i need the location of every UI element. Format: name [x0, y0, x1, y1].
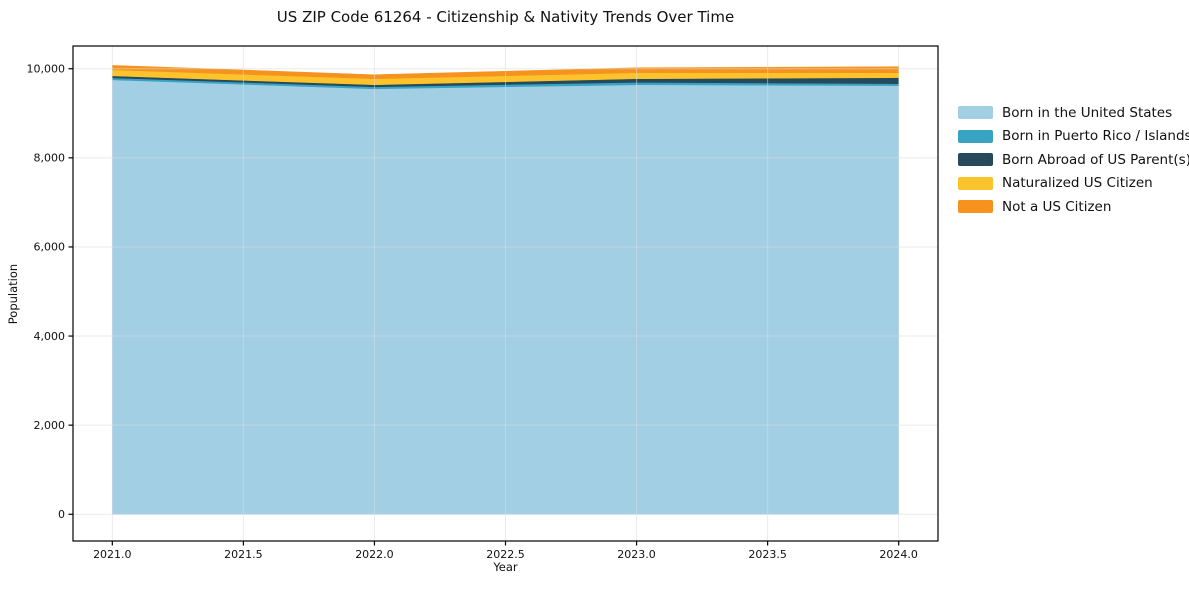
- x-axis-label: Year: [493, 560, 518, 574]
- y-tick-label: 10,000: [27, 63, 66, 76]
- x-tick-label: 2021.5: [224, 548, 263, 561]
- legend: Born in the United States Born in Puerto…: [958, 101, 1189, 219]
- legend-item-born-abroad: Born Abroad of US Parent(s): [958, 148, 1189, 172]
- legend-item-not-citizen: Not a US Citizen: [958, 195, 1189, 219]
- chart-title: US ZIP Code 61264 - Citizenship & Nativi…: [276, 8, 735, 26]
- y-axis-label: Population: [6, 263, 20, 325]
- legend-swatch-born-abroad: [958, 153, 993, 167]
- legend-label: Not a US Citizen: [1002, 198, 1112, 215]
- legend-item-naturalized: Naturalized US Citizen: [958, 172, 1189, 196]
- x-tick-label: 2022.5: [486, 548, 525, 561]
- legend-item-puerto-rico: Born in Puerto Rico / Islands: [958, 125, 1189, 149]
- legend-swatch-born-in-us: [958, 106, 993, 120]
- x-tick-label: 2021.0: [93, 548, 132, 561]
- legend-item-born-in-us: Born in the United States: [958, 101, 1189, 125]
- x-tick-label: 2023.0: [617, 548, 656, 561]
- legend-label: Born in the United States: [1002, 104, 1173, 121]
- y-tick-label: 6,000: [34, 241, 66, 254]
- legend-label: Born Abroad of US Parent(s): [1002, 151, 1189, 168]
- legend-label: Born in Puerto Rico / Islands: [1002, 128, 1189, 145]
- y-tick-label: 2,000: [34, 419, 66, 432]
- legend-swatch-not-citizen: [958, 200, 993, 214]
- y-tick-label: 8,000: [34, 152, 66, 165]
- y-tick-label: 0: [58, 508, 65, 521]
- legend-label: Naturalized US Citizen: [1002, 175, 1153, 192]
- y-tick-label: 4,000: [34, 330, 66, 343]
- x-tick-label: 2022.0: [355, 548, 394, 561]
- legend-swatch-puerto-rico: [958, 129, 993, 143]
- x-tick-label: 2024.0: [879, 548, 918, 561]
- legend-swatch-naturalized: [958, 176, 993, 190]
- x-tick-label: 2023.5: [748, 548, 787, 561]
